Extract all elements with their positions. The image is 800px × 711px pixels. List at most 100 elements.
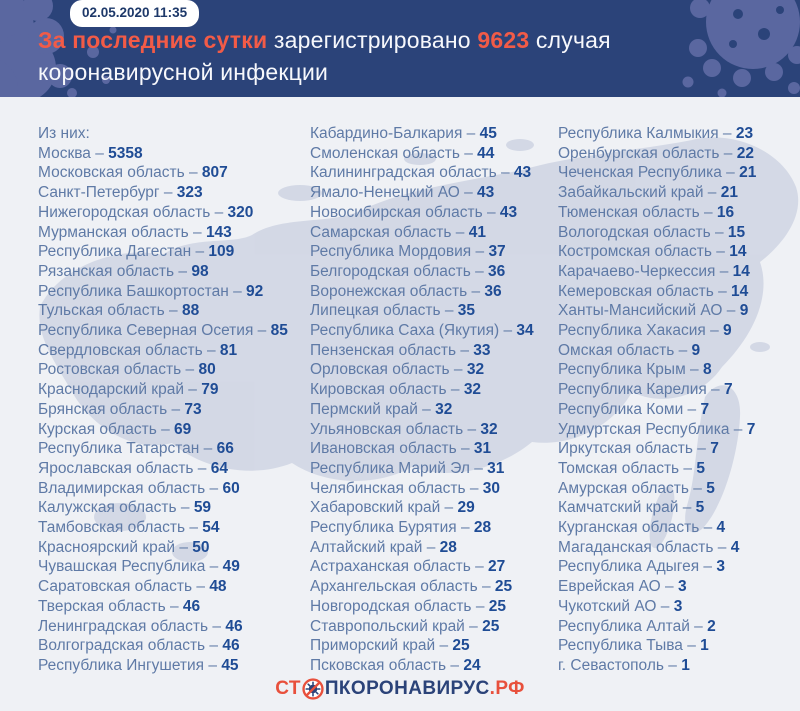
region-name: Хабаровский край – (310, 499, 458, 517)
logo-text-st: СТ (275, 678, 301, 699)
region-name: Саратовская область – (38, 578, 210, 596)
region-value: 81 (219, 341, 238, 359)
region-value: 28 (439, 538, 457, 556)
region-name: Республика Крым – (558, 361, 703, 379)
region-name: Орловская область – (310, 361, 467, 379)
region-name: Тюменская область – (558, 203, 717, 221)
region-name: Республика Дагестан – (38, 243, 209, 261)
region-value: 23 (735, 125, 754, 142)
region-row: Республика Хакасия – 9 (558, 321, 756, 341)
region-value: 31 (487, 459, 505, 477)
region-row: Красноярский край – 50 (38, 538, 288, 558)
region-row: Республика Коми – 7 (558, 400, 756, 420)
region-name: Республика Карелия – (558, 381, 724, 399)
region-value: 7 (746, 420, 756, 438)
region-name: Республика Марий Эл – (310, 459, 488, 477)
stats-column-2: Кабардино-Балкария – 45 Смоленская област… (310, 124, 534, 676)
region-name: Мурманская область – (38, 223, 206, 241)
region-name: Республика Саха (Якутия) – (310, 322, 517, 340)
region-name: Калужская область – (38, 499, 194, 517)
region-row: Республика Башкортостан – 92 (38, 282, 288, 302)
headline-line2: коронавирусной инфекции (38, 59, 329, 85)
region-value: 69 (174, 420, 192, 438)
region-name: Оренбургская область – (558, 144, 737, 162)
region-value: 41 (468, 223, 486, 241)
region-name: Архангельская область – (310, 578, 495, 596)
region-value: 9 (723, 322, 732, 340)
region-name: Ханты-Мансийский АО – (558, 302, 740, 320)
region-value: 143 (205, 223, 232, 241)
region-row: Республика Марий Эл – 31 (310, 459, 534, 479)
region-name: Курская область – (38, 420, 175, 438)
region-row: Хабаровский край – 29 (310, 498, 534, 518)
region-name: Московская область – (38, 164, 202, 182)
region-value: 323 (176, 184, 203, 202)
region-row: Оренбургская область – 22 (558, 144, 756, 164)
region-row: Рязанская область – 98 (38, 262, 288, 282)
stats-column: Москва – 5358 Московская область – 807 Сан… (38, 144, 288, 676)
region-name: Астраханская область – (310, 558, 489, 576)
region-row: Мурманская область – 143 (38, 223, 288, 243)
region-row: Нижегородская область – 320 (38, 203, 288, 223)
region-value: 37 (488, 243, 506, 261)
region-row: Курганская область – 4 (558, 518, 756, 538)
region-name: Республика Бурятия – (310, 519, 474, 537)
region-row: Республика Алтай – 2 (558, 617, 756, 637)
region-row: Республика Бурятия – 28 (310, 518, 534, 538)
region-row: Магаданская область – 4 (558, 538, 756, 558)
region-value: 4 (716, 519, 726, 537)
region-name: Республика Северная Осетия – (38, 322, 271, 340)
region-row: Тульская область – 88 (38, 301, 288, 321)
region-name: Кемеровская область – (558, 282, 732, 300)
region-value: 7 (723, 381, 733, 399)
headline-count: 9623 (477, 27, 530, 53)
region-name: Ярославская область – (38, 459, 211, 477)
region-row: Тверская область – 46 (38, 597, 288, 617)
region-value: 48 (209, 578, 227, 596)
region-name: Алтайский край – (310, 538, 440, 556)
region-value: 4 (730, 538, 740, 556)
headline-line1: За последние сутки зарегистрировано 9623… (38, 24, 611, 56)
region-row: Курская область – 69 (38, 420, 288, 440)
region-row: Республика Ингушетия – 45 (38, 656, 288, 676)
region-value: 15 (727, 223, 746, 241)
region-name: Ульяновская область – (310, 420, 481, 438)
region-name: Еврейская АО – (558, 578, 678, 596)
region-name: Рязанская область – (38, 262, 192, 280)
region-name: Красноярский край – (38, 538, 193, 556)
region-name: Тульская область – (38, 302, 182, 320)
region-name: Белгородская область – (310, 262, 489, 280)
region-row: Республика Мордовия – 37 (310, 242, 534, 262)
headline: За последние сутки зарегистрировано 9623… (38, 24, 611, 88)
region-row: г. Севастополь – 1 (558, 656, 756, 676)
region-value: 66 (216, 440, 234, 458)
region-row: Новгородская область – 25 (310, 597, 534, 617)
region-value: 79 (201, 381, 219, 399)
region-name: Пермский край – (310, 400, 436, 418)
region-value: 25 (482, 617, 500, 635)
region-value: 49 (222, 558, 240, 576)
region-row: Республика Калмыкия – 23 (558, 124, 756, 144)
region-row: Удмуртская Республика – 7 (558, 420, 756, 440)
region-row: Иркутская область – 7 (558, 439, 756, 459)
region-row: Орловская область – 32 (310, 360, 534, 380)
region-name: Камчатский край – (558, 499, 696, 517)
region-name: Республика Башкортостан – (38, 282, 246, 300)
intro-label: Из них: (38, 125, 90, 142)
region-name: Ивановская область – (310, 440, 474, 458)
region-value: 60 (222, 479, 240, 497)
region-value: 32 (463, 381, 482, 399)
region-row: Ямало-Ненецкий АО – 43 (310, 183, 534, 203)
header-band: 02.05.2020 11:35 За последние сутки заре… (0, 0, 800, 97)
region-value: 320 (227, 203, 254, 221)
region-row: Ставропольский край – 25 (310, 617, 534, 637)
region-value: 43 (513, 164, 532, 182)
region-row: Белгородская область – 36 (310, 262, 534, 282)
region-value: 92 (246, 282, 264, 300)
region-row: Калининградская область – 43 (310, 163, 534, 183)
region-row: Свердловская область – 81 (38, 341, 288, 361)
region-value: 14 (731, 282, 749, 300)
region-value: 54 (202, 519, 220, 537)
region-row: Камчатский край – 5 (558, 498, 756, 518)
